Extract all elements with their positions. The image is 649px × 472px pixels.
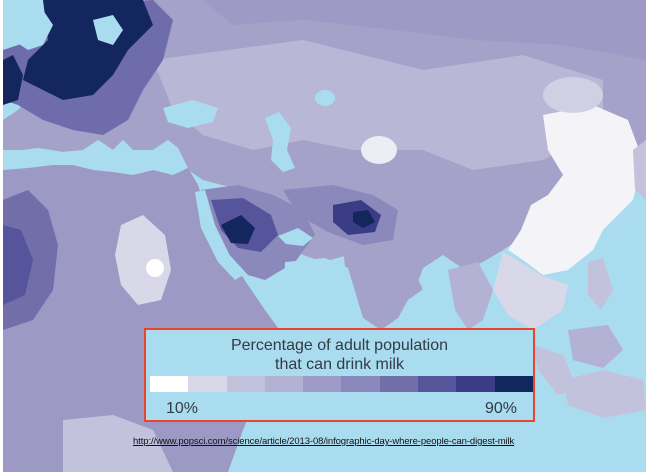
- east-asia-zone: [508, 105, 643, 275]
- indonesia: [563, 370, 646, 418]
- baltic-sea: [93, 15, 123, 45]
- red-sea: [195, 190, 243, 280]
- north-europe-dark-zone: [23, 0, 153, 100]
- legend-min-label: 10%: [166, 400, 199, 417]
- northeast-light-patch: [543, 77, 603, 113]
- map-legend: Percentage of adult population that can …: [144, 328, 535, 422]
- legend-title-line-1: Percentage of adult population: [230, 337, 449, 354]
- lactose-tolerance-map: [3, 0, 646, 472]
- arabian-sea: [283, 258, 368, 330]
- india-zone: [343, 250, 423, 330]
- indochina-light: [493, 252, 568, 330]
- legend-swatch-1: [150, 376, 189, 392]
- mediterranean-sea: [3, 140, 188, 175]
- aral-sea: [315, 90, 335, 106]
- legend-swatch-10: [494, 376, 533, 392]
- legend-swatch-8: [418, 376, 457, 392]
- philippines: [588, 258, 613, 310]
- persian-gulf: [278, 228, 313, 246]
- bay-of-bengal: [398, 282, 453, 330]
- japan: [633, 140, 646, 200]
- southern-africa-light: [63, 415, 173, 472]
- legend-swatch-5: [303, 376, 342, 392]
- legend-swatch-2: [188, 376, 227, 392]
- scandinavia-dark: [3, 55, 23, 105]
- black-sea: [163, 100, 218, 128]
- source-link[interactable]: http://www.popsci.com/science/article/20…: [133, 436, 515, 447]
- north-sea: [13, 10, 53, 50]
- legend-color-ramp: [150, 376, 533, 392]
- legend-swatch-9: [456, 376, 495, 392]
- pakistan-dark: [353, 210, 375, 228]
- milk-map-slide: Percentage of adult population that can …: [3, 0, 646, 472]
- central-asia-zone: [153, 40, 603, 170]
- east-africa-white-patch: [146, 259, 164, 277]
- southeast-asia-zone: [448, 262, 493, 330]
- legend-swatch-7: [379, 376, 419, 392]
- sumatra: [533, 345, 578, 395]
- legend-title-line-2: that can drink milk: [275, 356, 404, 373]
- east-africa-light-zone: [115, 215, 171, 305]
- arabia-dark: [221, 215, 255, 244]
- borneo: [568, 325, 623, 368]
- legend-swatch-4: [264, 376, 304, 392]
- legend-title: Percentage of adult population that can …: [146, 336, 533, 374]
- central-asia-light-patch: [361, 136, 397, 164]
- legend-swatch-3: [226, 376, 265, 392]
- legend-max-label: 90%: [484, 400, 517, 417]
- north-eurasia-zone: [203, 0, 646, 60]
- west-africa-core: [3, 225, 33, 305]
- caspian-sea: [265, 112, 295, 172]
- legend-swatch-6: [341, 376, 380, 392]
